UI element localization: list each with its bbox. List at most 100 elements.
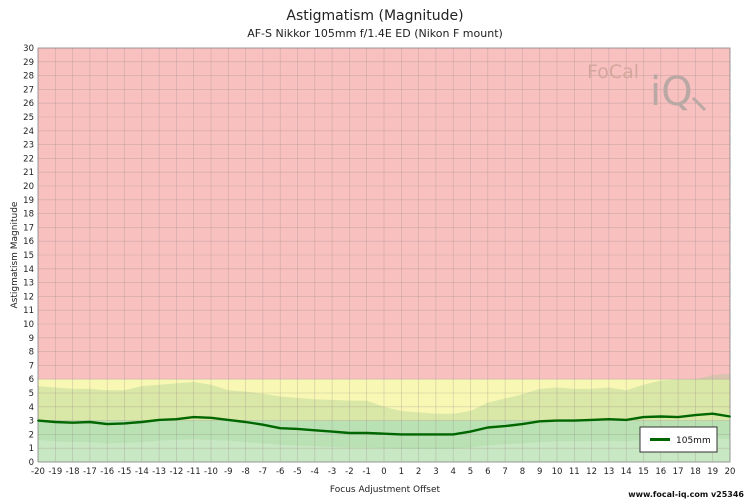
- grid-lines: [37, 47, 731, 463]
- data-point--7: [262, 423, 264, 426]
- x-tick--11: -11: [187, 467, 201, 477]
- zone-0: [38, 420, 730, 462]
- y-tick-22: 22: [23, 154, 34, 164]
- lower-band-area: [38, 437, 730, 462]
- x-tick--1: -1: [362, 467, 370, 477]
- zone-2: [38, 48, 730, 380]
- y-tick-3: 3: [29, 417, 34, 427]
- x-tick--16: -16: [100, 467, 114, 477]
- x-tick-19: 19: [707, 467, 718, 477]
- y-tick-28: 28: [23, 72, 34, 82]
- x-tick-14: 14: [621, 467, 632, 477]
- x-tick-16: 16: [655, 467, 666, 477]
- data-point-20: [729, 415, 731, 418]
- data-point--2: [348, 432, 351, 434]
- y-tick-0: 0: [29, 458, 34, 468]
- x-tick-10: 10: [552, 467, 563, 477]
- y-tick-6: 6: [29, 375, 34, 385]
- data-point--1: [365, 432, 368, 434]
- y-tick-10: 10: [23, 320, 34, 330]
- x-tick-0: 0: [381, 467, 386, 477]
- data-point-14: [625, 419, 628, 421]
- data-point-8: [521, 423, 524, 425]
- x-tick--14: -14: [135, 467, 149, 477]
- data-point--10: [210, 416, 212, 419]
- x-tick--12: -12: [169, 467, 183, 477]
- data-point-5: [469, 430, 472, 433]
- x-tick-2: 2: [416, 467, 421, 477]
- data-point--6: [279, 427, 282, 430]
- data-point-9: [538, 420, 541, 423]
- x-tick--7: -7: [259, 467, 267, 477]
- x-tick-11: 11: [569, 467, 580, 477]
- data-point--13: [158, 419, 161, 421]
- x-tick--3: -3: [328, 467, 336, 477]
- x-tick-20: 20: [725, 467, 736, 477]
- logo-focal-text: FoCal: [587, 61, 639, 83]
- data-point--3: [331, 430, 333, 433]
- x-axis-label: Focus Adjustment Offset: [330, 485, 441, 495]
- quality-zones: [38, 48, 730, 462]
- y-tick-4: 4: [29, 403, 34, 413]
- y-tick-2: 2: [29, 430, 34, 440]
- x-tick-8: 8: [520, 467, 525, 477]
- y-tick-13: 13: [23, 279, 34, 289]
- data-point--5: [296, 427, 299, 430]
- data-point--20: [37, 419, 39, 422]
- x-tick-12: 12: [586, 467, 597, 477]
- upper-band-area: [38, 373, 730, 462]
- x-tick-3: 3: [433, 467, 438, 477]
- data-point--15: [123, 422, 126, 425]
- y-tick-labels: 0123456789101112131415161718192021222324…: [23, 44, 34, 468]
- data-point-7: [504, 425, 506, 428]
- data-point--19: [54, 421, 57, 423]
- data-point--4: [313, 429, 316, 432]
- data-point-10: [556, 419, 558, 422]
- plot-frame: [37, 47, 731, 463]
- y-tick-5: 5: [29, 389, 34, 399]
- data-point-3: [435, 433, 437, 436]
- x-tick--9: -9: [224, 467, 232, 477]
- data-point-17: [677, 416, 679, 419]
- y-tick-15: 15: [23, 251, 34, 261]
- data-point--12: [175, 418, 178, 421]
- data-point--11: [192, 416, 195, 419]
- data-point-18: [694, 414, 697, 416]
- x-tick-13: 13: [603, 467, 614, 477]
- magnifier-handle-icon: [691, 96, 707, 112]
- focal-iq-logo: FoCal iQ: [587, 61, 707, 115]
- x-tick--13: -13: [152, 467, 166, 477]
- x-tick-4: 4: [450, 467, 455, 477]
- x-tick--18: -18: [66, 467, 80, 477]
- x-tick-6: 6: [485, 467, 490, 477]
- x-tick-7: 7: [502, 467, 507, 477]
- y-tick-23: 23: [23, 141, 34, 151]
- footer-credit: www.focal-iq.com v25346: [628, 490, 744, 499]
- y-tick-7: 7: [29, 361, 34, 371]
- x-tick--17: -17: [83, 467, 97, 477]
- x-tick--10: -10: [204, 467, 218, 477]
- data-point-15: [642, 416, 645, 419]
- x-tick--20: -20: [31, 467, 45, 477]
- x-tick--15: -15: [118, 467, 132, 477]
- y-tick-20: 20: [23, 182, 34, 192]
- y-tick-1: 1: [29, 444, 34, 454]
- data-point-2: [417, 433, 420, 436]
- data-point-4: [452, 433, 455, 436]
- x-tick-17: 17: [673, 467, 684, 477]
- data-point-11: [573, 419, 576, 422]
- data-point-6: [486, 426, 489, 429]
- data-point--14: [140, 421, 143, 423]
- y-tick-14: 14: [23, 265, 34, 275]
- x-tick--2: -2: [345, 467, 353, 477]
- data-point-0: [383, 432, 385, 435]
- y-tick-11: 11: [23, 306, 34, 316]
- x-tick--6: -6: [276, 467, 284, 477]
- x-tick--19: -19: [48, 467, 62, 477]
- x-tick--8: -8: [241, 467, 249, 477]
- y-tick-9: 9: [29, 334, 34, 344]
- data-point-16: [659, 415, 662, 418]
- x-tick--4: -4: [311, 467, 319, 477]
- data-point--16: [106, 423, 109, 425]
